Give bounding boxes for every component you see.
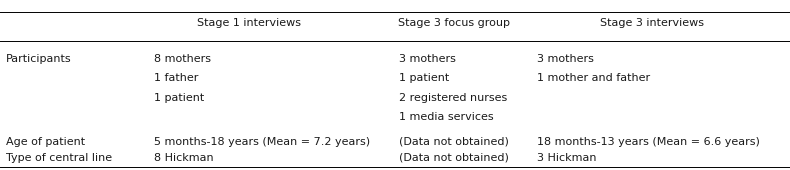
Text: 1 mother and father: 1 mother and father [537, 73, 650, 83]
Text: Participants: Participants [6, 54, 72, 64]
Text: Stage 3 interviews: Stage 3 interviews [600, 18, 704, 28]
Text: 8 Hickman: 8 Hickman [154, 153, 213, 163]
Text: 1 patient: 1 patient [399, 73, 450, 83]
Text: Age of patient: Age of patient [6, 137, 85, 147]
Text: 5 months-18 years (Mean = 7.2 years): 5 months-18 years (Mean = 7.2 years) [154, 137, 371, 147]
Text: 2 registered nurses: 2 registered nurses [399, 93, 507, 103]
Text: 1 patient: 1 patient [154, 93, 205, 103]
Text: 1 media services: 1 media services [399, 112, 494, 122]
Text: 3 mothers: 3 mothers [399, 54, 456, 64]
Text: 18 months-13 years (Mean = 6.6 years): 18 months-13 years (Mean = 6.6 years) [537, 137, 760, 147]
Text: 3 Hickman: 3 Hickman [537, 153, 596, 163]
Text: 8 mothers: 8 mothers [154, 54, 211, 64]
Text: (Data not obtained): (Data not obtained) [399, 137, 509, 147]
Text: 1 father: 1 father [154, 73, 198, 83]
Text: Type of central line: Type of central line [6, 153, 112, 163]
Text: (Data not obtained): (Data not obtained) [399, 153, 509, 163]
Text: Stage 3 focus group: Stage 3 focus group [398, 18, 510, 28]
Text: 3 mothers: 3 mothers [537, 54, 594, 64]
Text: Stage 1 interviews: Stage 1 interviews [197, 18, 301, 28]
